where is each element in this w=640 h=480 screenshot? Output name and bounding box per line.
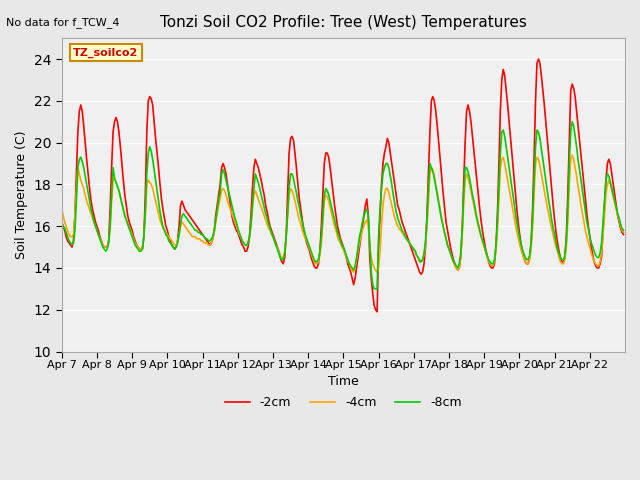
-2cm: [460, 181, 467, 187]
-8cm: [58, 221, 65, 227]
Line: -8cm: -8cm: [61, 122, 623, 289]
-8cm: [347, 263, 355, 269]
-8cm: [371, 286, 378, 292]
-2cm: [77, 102, 84, 108]
Legend: -2cm, -4cm, -8cm: -2cm, -4cm, -8cm: [220, 391, 467, 414]
-4cm: [618, 228, 626, 233]
-4cm: [620, 229, 627, 235]
-2cm: [534, 56, 542, 62]
-8cm: [95, 232, 102, 238]
-2cm: [620, 232, 627, 238]
-8cm: [77, 155, 84, 160]
-4cm: [347, 265, 355, 271]
-2cm: [347, 269, 355, 275]
-2cm: [618, 229, 626, 235]
Y-axis label: Soil Temperature (C): Soil Temperature (C): [15, 131, 28, 259]
-8cm: [568, 119, 576, 125]
Title: Tonzi Soil CO2 Profile: Tree (West) Temperatures: Tonzi Soil CO2 Profile: Tree (West) Temp…: [160, 15, 527, 30]
-2cm: [95, 228, 102, 233]
-4cm: [460, 203, 467, 208]
-8cm: [460, 192, 467, 198]
-4cm: [350, 269, 358, 275]
-8cm: [618, 226, 626, 231]
-4cm: [568, 152, 576, 158]
Line: -4cm: -4cm: [61, 155, 623, 272]
-8cm: [543, 188, 551, 193]
Line: -2cm: -2cm: [61, 59, 623, 312]
-4cm: [58, 206, 65, 212]
-4cm: [77, 177, 84, 183]
-2cm: [58, 219, 65, 225]
-4cm: [95, 232, 102, 238]
-2cm: [545, 152, 552, 158]
Text: TZ_soilco2: TZ_soilco2: [73, 48, 138, 58]
-4cm: [543, 204, 551, 210]
Text: No data for f_TCW_4: No data for f_TCW_4: [6, 17, 120, 28]
-8cm: [620, 228, 627, 233]
X-axis label: Time: Time: [328, 375, 359, 388]
-2cm: [373, 309, 381, 315]
